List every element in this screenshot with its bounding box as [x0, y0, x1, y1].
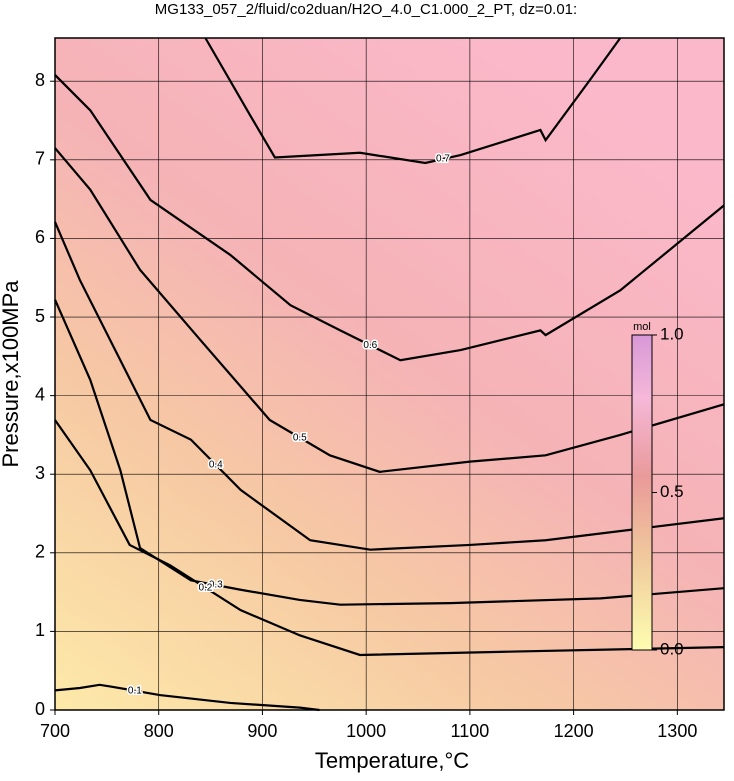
- contour-line: [54, 419, 725, 657]
- colorbar-label: mol: [633, 321, 651, 333]
- contour-label: 0.2: [198, 582, 212, 593]
- y-tick-label: 2: [35, 542, 45, 562]
- contour-line: [54, 74, 725, 362]
- contour-label: 0.7: [436, 154, 450, 165]
- contour-label: 0.1: [128, 685, 142, 696]
- contour-line: [204, 37, 622, 165]
- x-tick-label: 700: [40, 721, 70, 741]
- y-tick-label: 0: [35, 699, 45, 719]
- x-tick-label: 1000: [346, 721, 386, 741]
- colorbar-tick-label: 0.5: [660, 482, 684, 501]
- y-tick-label: 8: [35, 70, 45, 90]
- x-tick-label: 1200: [554, 721, 594, 741]
- plot-frame: [54, 37, 725, 711]
- plot-background: [55, 38, 724, 710]
- colorbar: [631, 334, 653, 651]
- contour-line: [53, 221, 725, 551]
- y-tick-label: 3: [35, 463, 45, 483]
- contour-label: 0.4: [209, 459, 223, 470]
- contour-label: 0.3: [209, 580, 223, 591]
- contour-line: [54, 683, 320, 712]
- y-tick-label: 6: [35, 227, 45, 247]
- x-tick-label: 900: [247, 721, 277, 741]
- x-tick-label: 1100: [451, 721, 490, 741]
- y-tick-label: 7: [35, 149, 45, 169]
- contour-label: 0.5: [293, 432, 307, 443]
- y-tick-label: 5: [35, 306, 45, 326]
- x-tick-label: 800: [144, 721, 174, 741]
- contour-line: [53, 299, 725, 606]
- colorbar-tick-label: 1.0: [660, 324, 684, 343]
- colorbar-tick-label: 0.0: [660, 639, 684, 658]
- y-axis-label: Pressure,x100MPa: [0, 280, 23, 468]
- x-tick-label: 1300: [657, 721, 697, 741]
- y-tick-label: 4: [35, 384, 45, 404]
- y-tick-label: 1: [35, 620, 45, 640]
- chart-title: MG133_057_2/fluid/co2duan/H2O_4.0_C1.000…: [155, 1, 577, 18]
- x-axis-label: Temperature,°C: [315, 748, 469, 773]
- contour-line: [54, 147, 725, 473]
- contour-label: 0.6: [363, 340, 377, 351]
